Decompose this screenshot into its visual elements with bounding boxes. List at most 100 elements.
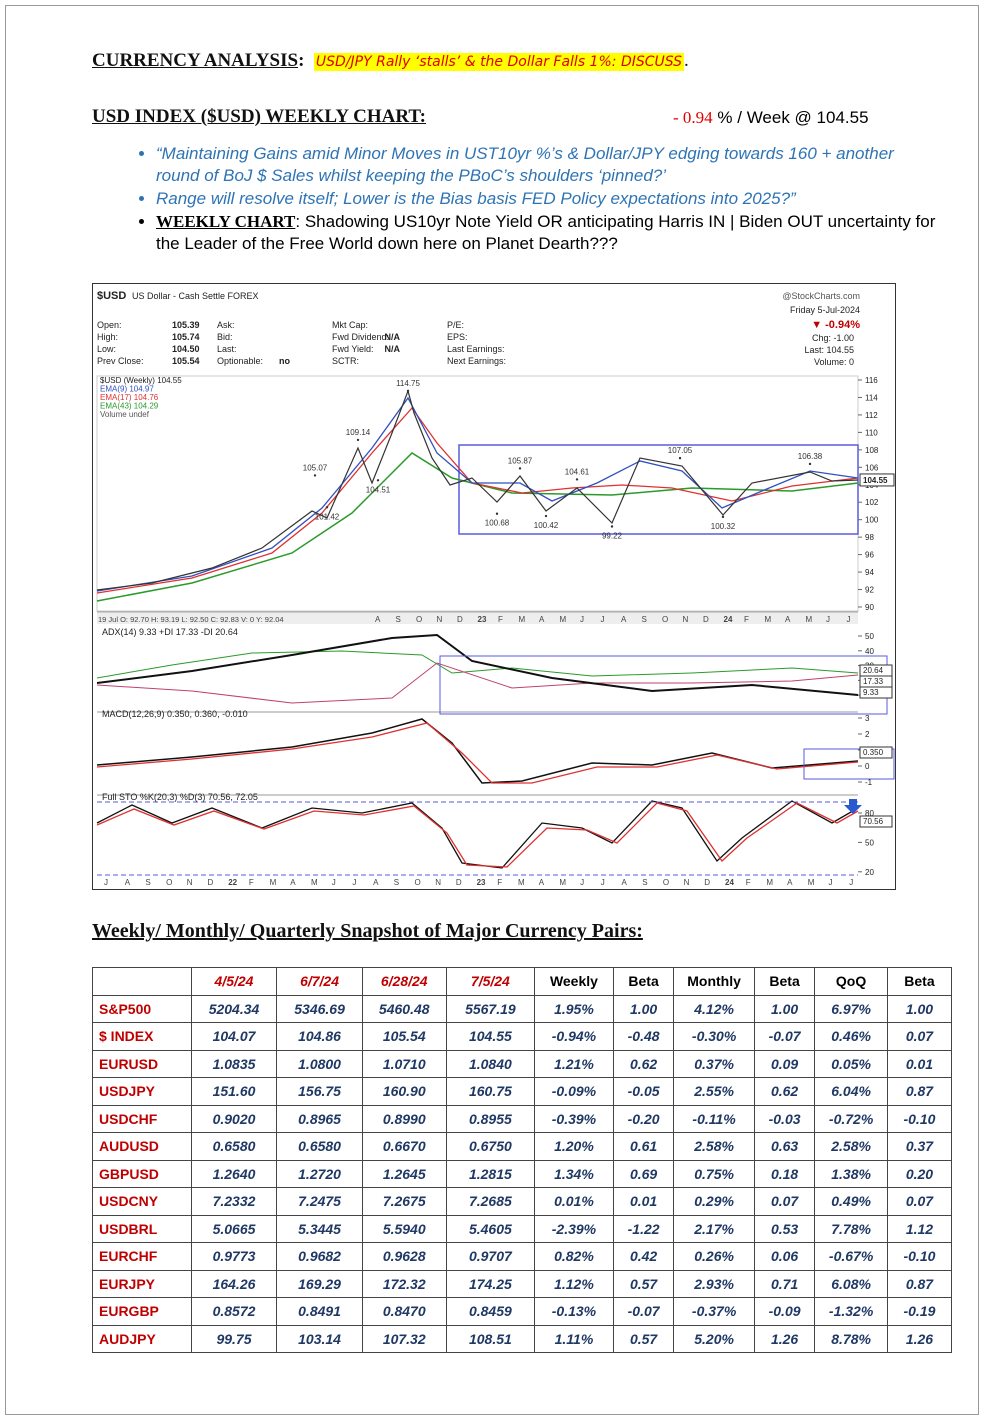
value-cell: 0.49% [814, 1187, 888, 1216]
daily-change: ▼ -0.94% [811, 319, 860, 331]
quote-field: Chg: -1.00 [812, 333, 854, 343]
annotation-point [544, 514, 548, 518]
column-header: Beta [886, 967, 953, 996]
row-name: USDJPY [92, 1077, 192, 1106]
y-tick-label: 50 [865, 632, 874, 641]
value-cell: 0.6750 [445, 1132, 536, 1161]
x-month: J [829, 878, 833, 887]
annotation-label: 107.05 [668, 446, 693, 455]
x-month: A [622, 878, 628, 887]
x-month: F [249, 878, 254, 887]
x-month: O [166, 878, 172, 887]
value-cell: 0.69 [612, 1159, 675, 1188]
macd-box [803, 748, 895, 780]
value-cell: -0.48 [612, 1022, 675, 1051]
value-cell: 104.55 [445, 1022, 536, 1051]
field-label: Prev Close: [97, 356, 144, 366]
y-tick-label: 116 [865, 376, 878, 385]
value-cell: 172.32 [361, 1269, 447, 1298]
annotation-point [495, 512, 499, 515]
field-label: Last: [217, 344, 237, 354]
header: CURRENCY ANALYSIS: USD/JPY Rally ‘stalls… [92, 50, 689, 72]
x-month: N [437, 615, 443, 624]
ema9-line [96, 396, 859, 592]
value-cell: 1.00 [753, 994, 816, 1023]
value-cell: 105.54 [361, 1022, 447, 1051]
x-month: D [704, 878, 710, 887]
value-cell: 164.26 [190, 1269, 278, 1298]
x-month: D [457, 615, 463, 624]
x-month: J [332, 878, 336, 887]
value-cell: 1.12% [534, 1269, 614, 1298]
column-header: 4/5/24 [190, 967, 278, 996]
x-month: S [145, 878, 150, 887]
value-cell: 7.2685 [445, 1187, 536, 1216]
field-value: 105.39 [172, 320, 200, 330]
value-cell: 8.78% [814, 1324, 888, 1353]
value-cell: 2.55% [673, 1077, 755, 1106]
value-cell: 0.8470 [361, 1297, 447, 1326]
y-tick-label: 102 [865, 498, 879, 507]
value-cell: 5204.34 [190, 994, 278, 1023]
symbol-name: US Dollar - Cash Settle FOREX [132, 291, 259, 301]
value-cell: 0.01% [534, 1187, 614, 1216]
value-cell: 0.01 [886, 1049, 953, 1078]
plus-di-line [96, 650, 859, 679]
value-cell: 0.26% [673, 1242, 755, 1271]
value-cell: -0.09 [753, 1297, 816, 1326]
value-cell: -0.37% [673, 1297, 755, 1326]
row-name: EURCHF [92, 1242, 192, 1271]
x-month: 24 [724, 615, 733, 624]
value-cell: 156.75 [276, 1077, 363, 1106]
value-cell: 0.87 [886, 1077, 953, 1106]
value-cell: 0.6580 [190, 1132, 278, 1161]
table-row: USDCHF 0.9020 0.8965 0.8990 0.8955 -0.39% -0.2… [92, 1104, 953, 1133]
row-name: AUDUSD [92, 1132, 192, 1161]
value-cell: -0.67% [814, 1242, 888, 1271]
annotation-point [376, 479, 380, 482]
value-cell: 0.07 [886, 1187, 953, 1216]
row-name: $ INDEX [92, 1022, 192, 1051]
x-month: M [766, 878, 773, 887]
row-name: S&P500 [92, 994, 192, 1023]
value-cell: 5.20% [673, 1324, 755, 1353]
table-row: EURCHF 0.9773 0.9682 0.9628 0.9707 0.82% 0.42 0… [92, 1242, 953, 1271]
x-month: M [270, 878, 277, 887]
column-header: 6/28/24 [361, 967, 447, 996]
x-month: M [765, 615, 772, 624]
y-tick-label: 92 [865, 586, 874, 595]
x-month: N [683, 615, 689, 624]
last-price-box [859, 473, 895, 487]
y-tick-label: 94 [865, 568, 874, 577]
value-cell: 0.75% [673, 1159, 755, 1188]
row-name: AUDJPY [92, 1324, 192, 1353]
y-tick-label: 3 [865, 714, 870, 723]
value-box [859, 686, 893, 699]
sto-d-line [96, 802, 859, 868]
field-label: High: [97, 332, 118, 342]
header-label: CURRENCY ANALYSIS [92, 50, 299, 71]
page-frame [5, 5, 979, 1415]
x-month: J [826, 615, 830, 624]
x-month: S [394, 878, 399, 887]
panel-label: MACD(12,26,9) 0.350, 0.360, -0.010 [102, 709, 248, 719]
x-month: J [352, 878, 356, 887]
value-cell: 5567.19 [445, 994, 536, 1023]
y-tick-label: 112 [865, 411, 878, 420]
bullet-list: “Maintaining Gains amid Minor Moves in U… [116, 143, 936, 256]
value-cell: 1.11% [534, 1324, 614, 1353]
annotation-point [518, 467, 522, 470]
value-cell: 0.06 [753, 1242, 816, 1271]
value-cell: 160.75 [445, 1077, 536, 1106]
value-cell: 5.4605 [445, 1214, 536, 1243]
value-box [859, 746, 893, 759]
table-row: AUDUSD 0.6580 0.6580 0.6670 0.6750 1.20% 0.61 2… [92, 1132, 953, 1161]
quote-field: Volume: 0 [814, 357, 854, 367]
y-tick-label: 0 [865, 762, 870, 771]
x-month: J [601, 615, 605, 624]
x-month: M [311, 878, 318, 887]
weekly-change: - 0.94 [673, 108, 713, 127]
table-row: GBPUSD 1.2640 1.2720 1.2645 1.2815 1.34% 0.69 0… [92, 1159, 953, 1188]
value-cell: 0.62 [612, 1049, 675, 1078]
ema43-line [96, 452, 859, 602]
